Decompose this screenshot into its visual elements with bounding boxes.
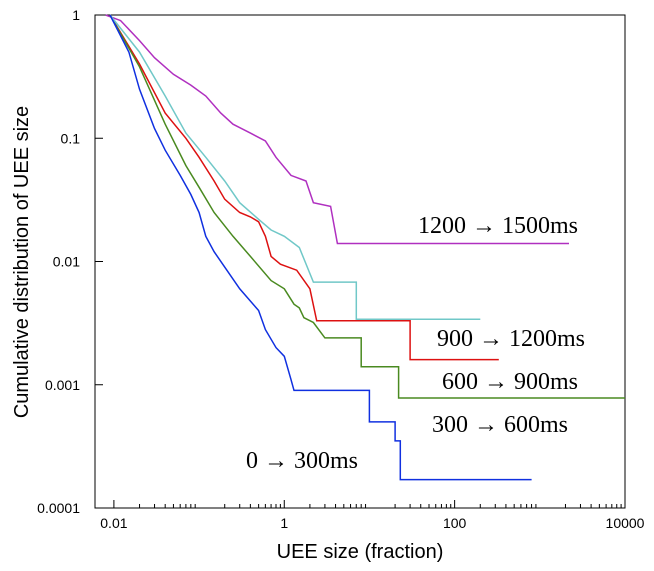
series-line-2: [109, 14, 625, 399]
x-axis-title: UEE size (fraction): [277, 541, 444, 563]
series-line-3: [109, 14, 481, 320]
series-line-1: [109, 14, 499, 361]
series-labels: 1200 → 1500ms 900 → 1200ms 600 → 900ms 300 …: [246, 213, 585, 474]
series-label-3: 300 → 600ms: [432, 412, 568, 438]
x-tick-label: 1: [280, 515, 288, 531]
y-tick-label: 0.0001: [37, 500, 80, 516]
series-line-0: [105, 14, 569, 245]
x-tick-label: 10000: [606, 515, 645, 531]
y-axis-title: Cumulative distribution of UEE size: [11, 106, 33, 418]
y-tick-label: 0.1: [61, 130, 81, 146]
series-label-0: 1200 → 1500ms: [418, 213, 578, 239]
series-group: [105, 14, 625, 481]
series-label-1: 900 → 1200ms: [437, 326, 585, 352]
x-tick-label: 100: [443, 515, 467, 531]
series-label-4: 0 → 300ms: [246, 448, 358, 474]
y-tick-label: 0.01: [53, 254, 80, 270]
series-line-4: [109, 14, 532, 481]
axis-ticks: 0.01 1 100 10000 1 0.1 0.01 0.001 0.0001: [37, 7, 645, 531]
series-label-2: 600 → 900ms: [442, 369, 578, 395]
y-tick-label: 0.001: [45, 377, 80, 393]
x-tick-label: 0.01: [100, 515, 127, 531]
y-tick-label: 1: [72, 7, 80, 23]
